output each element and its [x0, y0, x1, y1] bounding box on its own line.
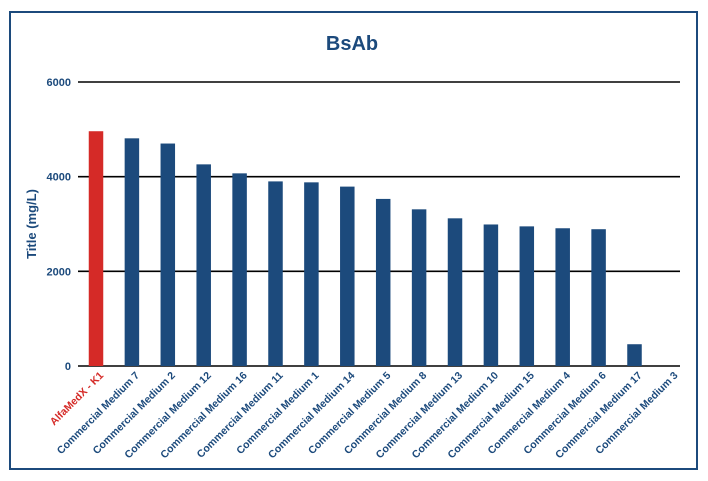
bar: [375, 198, 391, 366]
bar: [268, 181, 283, 366]
y-tick-label: 2000: [47, 266, 71, 278]
bar: [232, 173, 247, 366]
bar: [411, 209, 427, 366]
y-tick-label: 6000: [47, 77, 71, 89]
y-ticks: 0 2000 4000 6000: [47, 77, 71, 373]
bar: [447, 218, 463, 366]
bar: [124, 138, 140, 366]
bar: [483, 224, 499, 366]
bar: [304, 182, 319, 366]
bar: [340, 186, 355, 366]
y-tick-label: 4000: [47, 172, 71, 184]
bar: [627, 344, 642, 366]
y-tick-label: 0: [65, 361, 71, 373]
bar: [88, 131, 104, 366]
bars: [88, 131, 642, 366]
bar: [196, 164, 211, 366]
bar: [160, 143, 176, 366]
y-axis-label: Title (mg/L): [24, 189, 39, 259]
bar: [519, 226, 535, 366]
chart-title: BsAb: [326, 33, 378, 55]
bar: [591, 229, 606, 366]
bar: [555, 228, 570, 366]
